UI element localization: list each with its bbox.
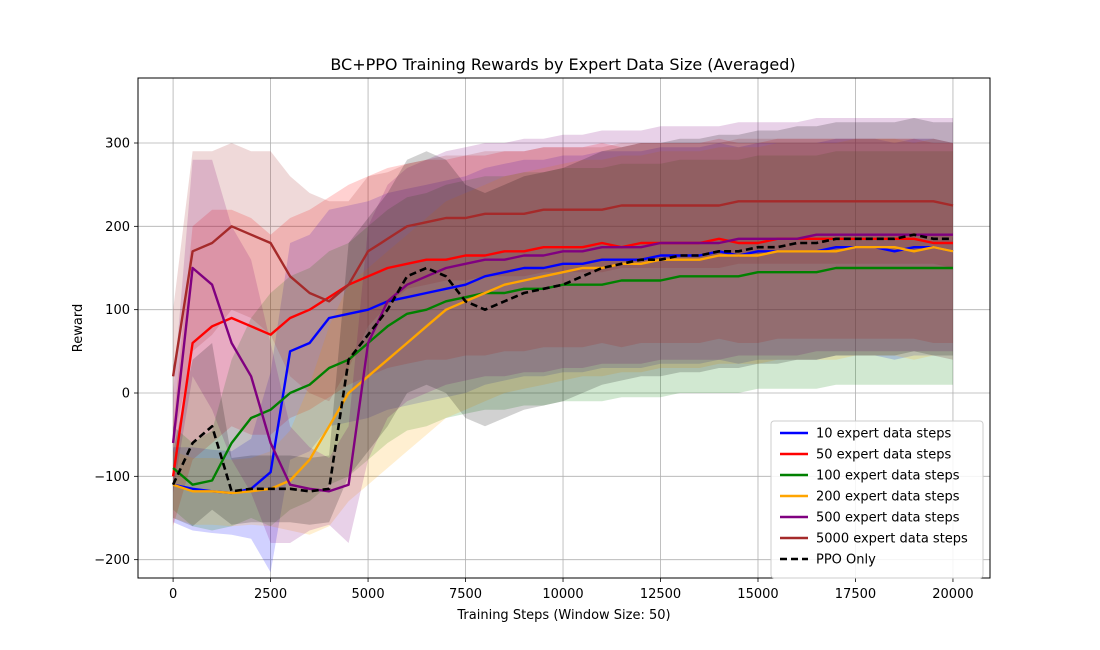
x-tick-label: 0 [169,587,177,602]
plot-frame [137,77,991,579]
line-series-2 [172,266,953,486]
legend-entry-2: 100 expert data steps [816,469,960,484]
line-series-3 [172,245,954,495]
legend-entry-4: 500 expert data steps [816,511,960,526]
x-axis-label: Training Steps (Window Size: 50) [456,608,670,623]
x-tick-label: 7500 [449,587,482,602]
axis-ticks: 0 2500 5000 7500 10000 12500 15000 17500 20000 −2… [94,137,973,603]
y-tick-label: −100 [94,470,130,485]
legend-entry-1: 50 expert data steps [816,448,951,463]
line-series-0 [172,245,954,495]
y-tick-label: 0 [122,387,130,402]
band-series-6 [173,118,954,527]
y-tick-label: −200 [94,553,130,568]
band-series-1 [173,138,954,527]
line-series-6 [171,233,953,493]
x-tick-label: 20000 [932,587,973,602]
legend: 10 expert data steps 50 expert data steps… [770,420,984,579]
x-tick-label: 17500 [835,587,876,602]
x-tick-label: 2500 [254,587,287,602]
legend-box [770,420,984,579]
x-tick-label: 10000 [542,587,583,602]
legend-entry-3: 200 expert data steps [816,490,960,505]
legend-entry-0: 10 expert data steps [816,427,951,442]
line-series-1 [171,237,953,477]
band-series-4 [173,118,954,543]
chart-title: BC+PPO Training Rewards by Expert Data S… [330,55,795,74]
x-tick-label: 12500 [640,587,681,602]
series-lines [171,200,954,495]
legend-entry-5: 5000 expert data steps [816,532,968,547]
band-series-5 [173,138,954,444]
legend-entry-6: PPO Only [816,553,876,568]
x-tick-label: 15000 [737,587,778,602]
line-series-4 [171,233,953,493]
y-tick-label: 100 [105,303,130,318]
y-tick-label: 200 [105,220,130,235]
y-axis-label: Reward [71,304,86,352]
y-tick-label: 300 [105,137,130,152]
line-series-5 [171,200,954,377]
x-tick-label: 5000 [352,587,385,602]
